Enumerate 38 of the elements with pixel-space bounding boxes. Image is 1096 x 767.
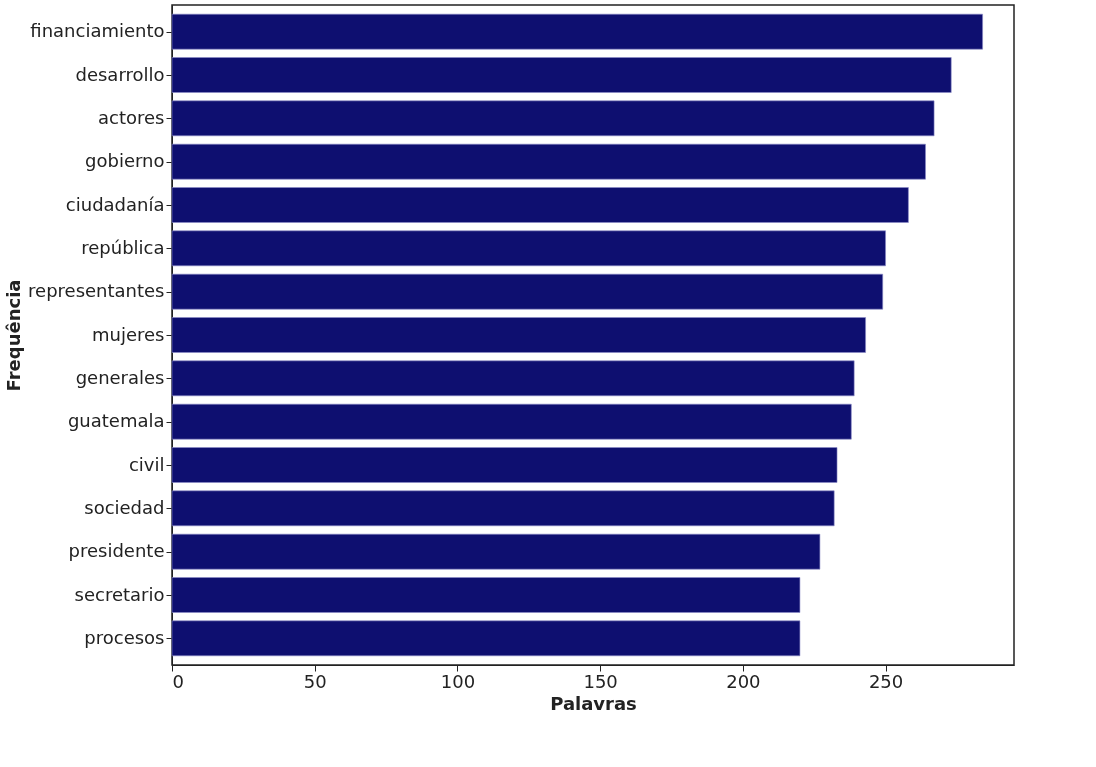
y-tick-label: secretario — [74, 583, 165, 605]
y-tick-label: gobierno — [85, 150, 165, 172]
bar — [171, 490, 835, 527]
x-tick-label: 0 — [172, 670, 184, 692]
bar — [171, 403, 852, 440]
x-tick-label: 100 — [440, 670, 476, 692]
x-axis-title: Palavras — [550, 692, 637, 714]
y-tick-label: actores — [98, 106, 165, 128]
y-tick-label: guatemala — [67, 410, 165, 432]
bar — [171, 143, 926, 180]
y-tick-label: ciudadanía — [65, 193, 165, 215]
bar — [171, 577, 801, 613]
y-tick-label: civil — [128, 453, 165, 475]
bar — [171, 273, 884, 310]
bar — [171, 360, 855, 397]
bar — [171, 13, 983, 50]
x-tick-label: 250 — [868, 670, 904, 692]
y-tick-label: generales — [75, 366, 165, 388]
bar — [171, 187, 909, 223]
y-tick-label: república — [81, 236, 165, 258]
bar — [171, 533, 821, 570]
x-tick-label: 200 — [726, 670, 761, 692]
y-tick-label: desarrollo — [75, 63, 165, 85]
x-tick-label: 150 — [583, 670, 618, 692]
y-tick-label: mujeres — [92, 323, 165, 345]
bar — [171, 317, 866, 353]
bar — [171, 230, 886, 267]
bar — [171, 620, 801, 657]
bar — [171, 447, 838, 483]
y-tick-label: procesos — [84, 626, 165, 648]
y-tick-label: representantes — [28, 280, 165, 302]
x-tick-label: 50 — [303, 670, 327, 692]
bar — [171, 100, 935, 137]
y-tick-label: financiamiento — [30, 20, 165, 42]
y-axis-title: Frequência — [3, 279, 25, 392]
bar — [171, 57, 952, 93]
y-tick-label: presidente — [68, 540, 165, 562]
y-tick-label: sociedad — [84, 496, 165, 518]
